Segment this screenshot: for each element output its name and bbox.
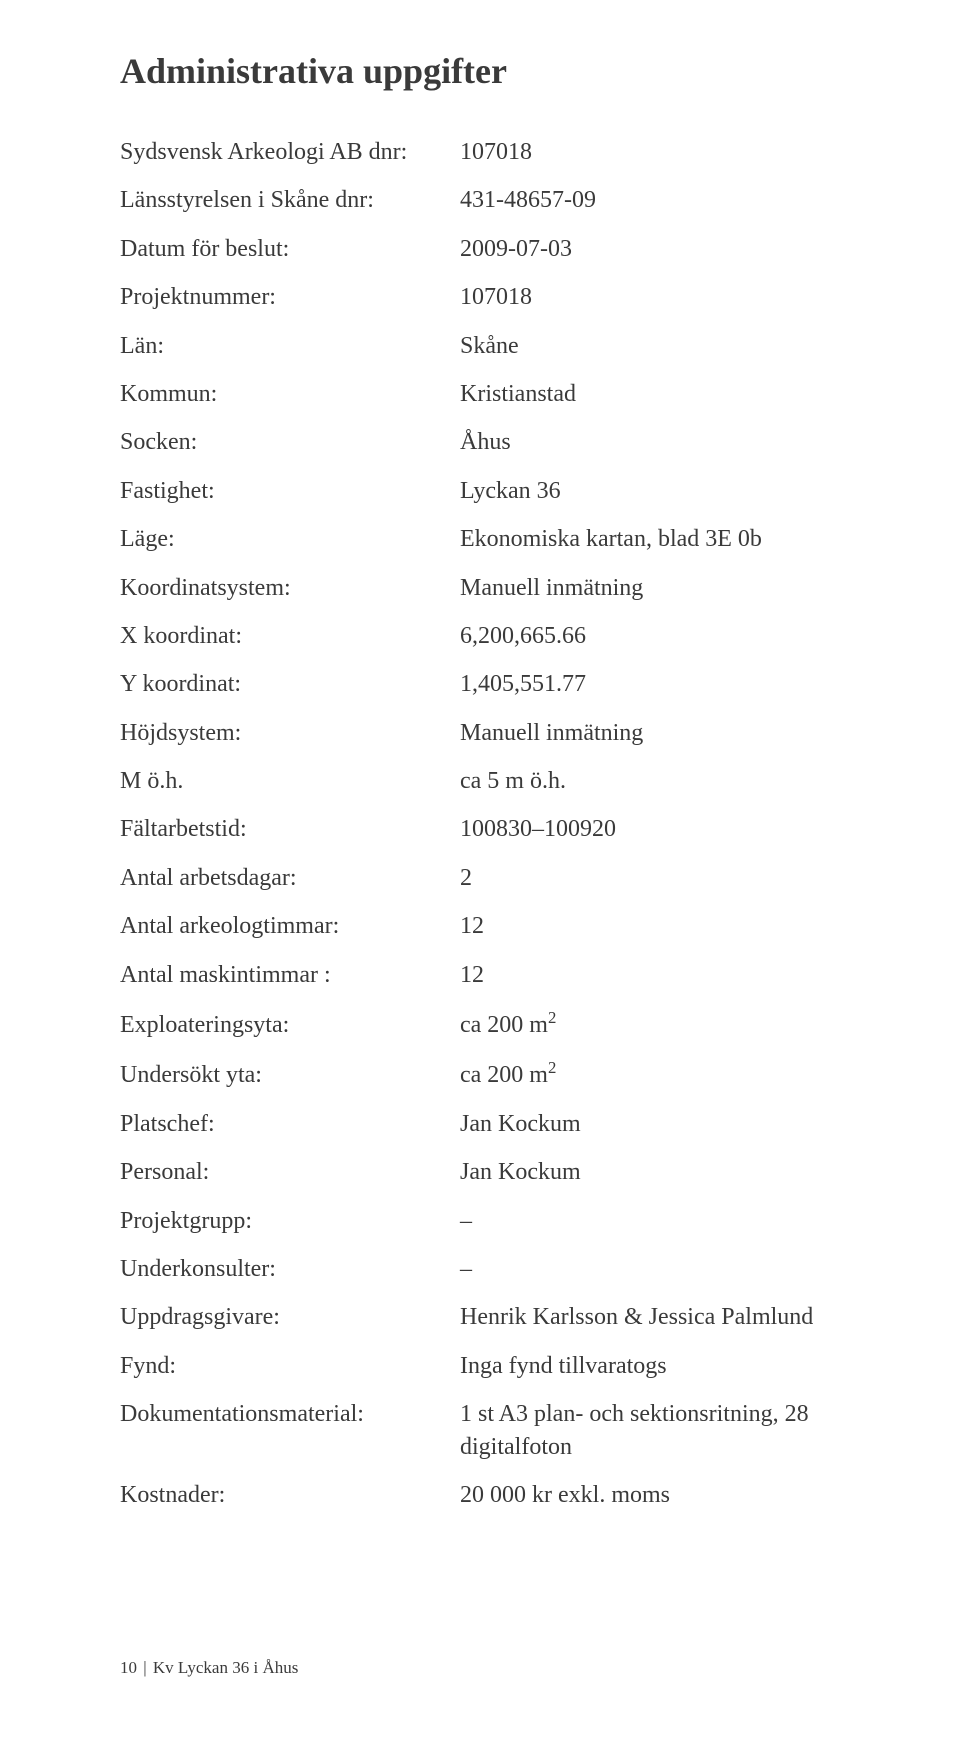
data-row: Socken:Åhus — [120, 426, 870, 458]
row-label: Höjdsystem: — [120, 717, 460, 749]
data-rows: Sydsvensk Arkeologi AB dnr:107018Länssty… — [120, 136, 870, 1511]
row-label: M ö.h. — [120, 765, 460, 797]
data-row: Sydsvensk Arkeologi AB dnr:107018 — [120, 136, 870, 168]
row-label: Datum för beslut: — [120, 233, 460, 265]
row-value: Lyckan 36 — [460, 475, 870, 507]
row-label: Antal maskintimmar : — [120, 959, 460, 991]
row-label: Dokumentationsmaterial: — [120, 1398, 460, 1430]
row-value: Manuell inmätning — [460, 717, 870, 749]
row-value: 107018 — [460, 281, 870, 313]
row-value: 12 — [460, 910, 870, 942]
row-label: Projektnummer: — [120, 281, 460, 313]
row-label: Kostnader: — [120, 1479, 460, 1511]
row-label: Y koordinat: — [120, 668, 460, 700]
data-row: Projektnummer:107018 — [120, 281, 870, 313]
row-label: Antal arkeologtimmar: — [120, 910, 460, 942]
row-label: Platschef: — [120, 1108, 460, 1140]
data-row: Platschef:Jan Kockum — [120, 1108, 870, 1140]
row-label: Undersökt yta: — [120, 1059, 460, 1091]
row-label: Läge: — [120, 523, 460, 555]
footer-separator: | — [141, 1658, 148, 1677]
data-row: Läge:Ekonomiska kartan, blad 3E 0b — [120, 523, 870, 555]
data-row: Kostnader:20 000 kr exkl. moms — [120, 1479, 870, 1511]
data-row: M ö.h.ca 5 m ö.h. — [120, 765, 870, 797]
row-value: 12 — [460, 959, 870, 991]
data-row: Dokumentationsmaterial:1 st A3 plan- och… — [120, 1398, 870, 1463]
data-row: Personal:Jan Kockum — [120, 1156, 870, 1188]
data-row: Länsstyrelsen i Skåne dnr:431-48657-09 — [120, 184, 870, 216]
row-value: – — [460, 1205, 870, 1237]
row-value: ca 200 m2 — [460, 1007, 870, 1041]
data-row: Kommun:Kristianstad — [120, 378, 870, 410]
data-row: Underkonsulter:– — [120, 1253, 870, 1285]
data-row: X koordinat:6,200,665.66 — [120, 620, 870, 652]
row-label: Län: — [120, 330, 460, 362]
page-footer: 10 | Kv Lyckan 36 i Åhus — [120, 1658, 298, 1678]
row-value: 2 — [460, 862, 870, 894]
data-row: Fynd:Inga fynd tillvaratogs — [120, 1350, 870, 1382]
data-row: Län:Skåne — [120, 330, 870, 362]
row-value: Jan Kockum — [460, 1108, 870, 1140]
data-row: Datum för beslut:2009-07-03 — [120, 233, 870, 265]
row-value: Jan Kockum — [460, 1156, 870, 1188]
row-value: 431-48657-09 — [460, 184, 870, 216]
data-row: Antal maskintimmar :12 — [120, 959, 870, 991]
row-value: Manuell inmätning — [460, 572, 870, 604]
row-label: Exploateringsyta: — [120, 1009, 460, 1041]
row-value: 100830–100920 — [460, 813, 870, 845]
row-value: Kristianstad — [460, 378, 870, 410]
row-value: Inga fynd tillvaratogs — [460, 1350, 870, 1382]
row-label: Länsstyrelsen i Skåne dnr: — [120, 184, 460, 216]
footer-title: Kv Lyckan 36 i Åhus — [153, 1658, 298, 1677]
data-row: Projektgrupp:– — [120, 1205, 870, 1237]
row-value: 1,405,551.77 — [460, 668, 870, 700]
data-row: Y koordinat:1,405,551.77 — [120, 668, 870, 700]
row-value: ca 200 m2 — [460, 1057, 870, 1091]
row-value: 6,200,665.66 — [460, 620, 870, 652]
row-label: Uppdragsgivare: — [120, 1301, 460, 1333]
data-row: Koordinatsystem:Manuell inmätning — [120, 572, 870, 604]
row-label: Sydsvensk Arkeologi AB dnr: — [120, 136, 460, 168]
data-row: Fältarbetstid:100830–100920 — [120, 813, 870, 845]
data-row: Antal arkeologtimmar:12 — [120, 910, 870, 942]
row-label: Antal arbetsdagar: — [120, 862, 460, 894]
row-label: Underkonsulter: — [120, 1253, 460, 1285]
row-value: 20 000 kr exkl. moms — [460, 1479, 870, 1511]
data-row: Antal arbetsdagar:2 — [120, 862, 870, 894]
row-value: Åhus — [460, 426, 870, 458]
row-label: Koordinatsystem: — [120, 572, 460, 604]
row-value: ca 5 m ö.h. — [460, 765, 870, 797]
row-label: Fältarbetstid: — [120, 813, 460, 845]
data-row: Uppdragsgivare:Henrik Karlsson & Jessica… — [120, 1301, 870, 1333]
footer-page-number: 10 — [120, 1658, 137, 1677]
row-label: Kommun: — [120, 378, 460, 410]
row-label: Socken: — [120, 426, 460, 458]
data-row: Fastighet:Lyckan 36 — [120, 475, 870, 507]
page: Administrativa uppgifter Sydsvensk Arkeo… — [0, 0, 960, 1738]
row-label: Fynd: — [120, 1350, 460, 1382]
row-label: Fastighet: — [120, 475, 460, 507]
row-value: Ekonomiska kartan, blad 3E 0b — [460, 523, 870, 555]
row-label: X koordinat: — [120, 620, 460, 652]
data-row: Undersökt yta:ca 200 m2 — [120, 1057, 870, 1091]
row-value: – — [460, 1253, 870, 1285]
data-row: Exploateringsyta:ca 200 m2 — [120, 1007, 870, 1041]
row-value: 2009-07-03 — [460, 233, 870, 265]
row-value: Skåne — [460, 330, 870, 362]
row-label: Projektgrupp: — [120, 1205, 460, 1237]
row-label: Personal: — [120, 1156, 460, 1188]
row-value: 107018 — [460, 136, 870, 168]
data-row: Höjdsystem:Manuell inmätning — [120, 717, 870, 749]
row-value: 1 st A3 plan- och sektionsritning, 28 di… — [460, 1398, 870, 1463]
page-heading: Administrativa uppgifter — [120, 50, 870, 92]
row-value: Henrik Karlsson & Jessica Palmlund — [460, 1301, 870, 1333]
